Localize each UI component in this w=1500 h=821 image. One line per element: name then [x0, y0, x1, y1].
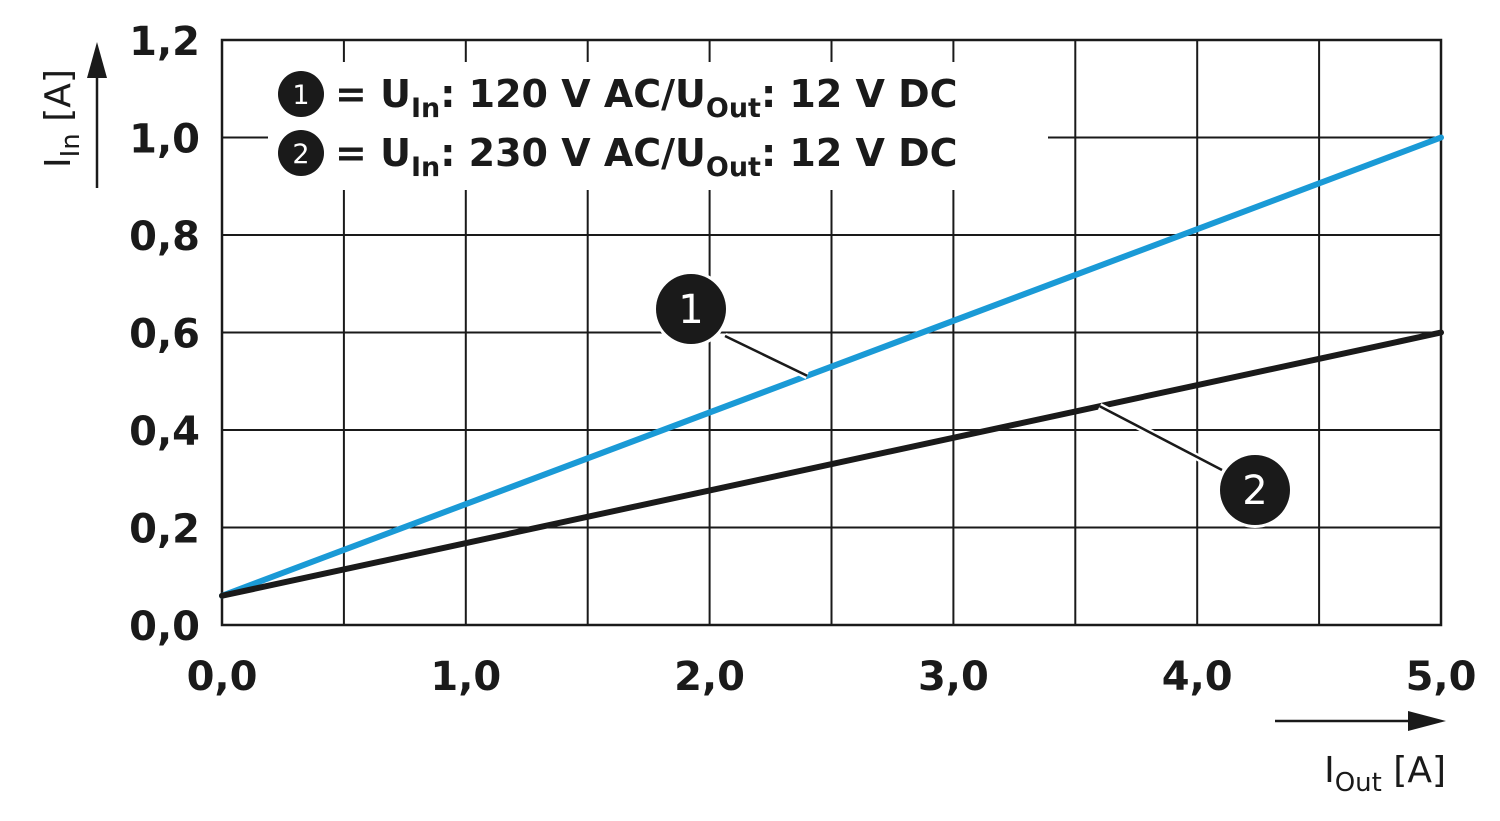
series	[219, 134, 1444, 599]
callout-marker-label: 1	[678, 287, 703, 333]
y-tick-label: 1,0	[129, 117, 200, 163]
legend-marker-2	[278, 130, 324, 176]
legend-marker-label: 1	[292, 80, 309, 111]
legend-marker-1	[278, 71, 324, 117]
x-axis-title-sub: Out	[1335, 768, 1382, 798]
x-tick-label: 1,0	[430, 654, 501, 700]
series-line-1	[219, 134, 1444, 599]
x-axis-arrowhead	[1408, 711, 1446, 731]
legend: 1 = UIn: 120 V AC/UOut: 12 V DC 2 = UIn: 23…	[278, 71, 958, 183]
tick-labels: 0,0 1,0 2,0 3,0 4,0 5,0 0,0 0,2 0,4 0,6 0,8 1,0 1,2	[129, 19, 1476, 700]
x-axis-label: IOut [A]	[1275, 711, 1446, 798]
x-tick-label: 3,0	[918, 654, 989, 700]
y-tick-label: 1,2	[129, 19, 200, 65]
callout-marker-label: 2	[1242, 468, 1267, 514]
callouts: 12	[653, 271, 1293, 528]
callout-leader-2	[1099, 405, 1223, 472]
legend-entry-2: = UIn: 230 V AC/UOut: 12 V DC	[335, 131, 958, 183]
y-axis-title-main: I	[38, 157, 79, 168]
y-axis-label: IIn [A]	[38, 42, 107, 188]
x-tick-label: 2,0	[674, 654, 745, 700]
legend-marker-label: 2	[292, 139, 309, 170]
series-line-2	[219, 329, 1444, 599]
y-tick-label: 0,0	[129, 604, 200, 650]
y-axis-title: IIn [A]	[38, 69, 86, 168]
legend-entry-1: = UIn: 120 V AC/UOut: 12 V DC	[335, 72, 958, 124]
y-tick-label: 0,2	[129, 507, 200, 553]
callout-marker-1	[656, 274, 726, 344]
y-tick-label: 0,6	[129, 312, 200, 358]
legend-background	[268, 62, 1048, 190]
x-axis-title: IOut [A]	[1324, 750, 1446, 798]
x-tick-label: 0,0	[187, 654, 258, 700]
callout-leader-1	[724, 334, 808, 377]
callout-marker-2	[1220, 455, 1290, 525]
y-axis-title-unit: [A]	[38, 69, 79, 133]
x-axis-title-unit: [A]	[1382, 750, 1446, 791]
y-tick-label: 0,4	[129, 409, 200, 455]
x-axis-title-main: I	[1324, 750, 1335, 791]
y-axis-arrowhead	[87, 42, 107, 78]
x-tick-label: 5,0	[1406, 654, 1477, 700]
x-tick-label: 4,0	[1162, 654, 1233, 700]
y-tick-label: 0,8	[129, 214, 200, 260]
y-axis-title-sub: In	[56, 133, 86, 157]
